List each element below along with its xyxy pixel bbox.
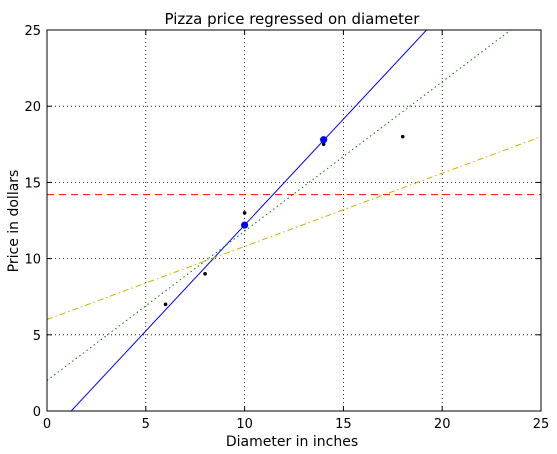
x-tick-label: 0: [43, 417, 51, 432]
data-point: [163, 302, 168, 307]
x-tick-label: 15: [335, 417, 352, 432]
regression-line: [70, 30, 428, 411]
y-axis-title: Price in dollars: [6, 170, 22, 273]
y-tick-label: 10: [24, 253, 41, 268]
x-tick-label: 10: [236, 417, 253, 432]
highlighted-point: [241, 221, 249, 229]
plot-area: 0 5 10 15 20 25 0 5 10 15 20 25: [24, 24, 550, 432]
x-tick-label: 20: [434, 417, 451, 432]
data-point: [400, 134, 405, 139]
plot-frame: [46, 29, 542, 412]
y-tick-label: 20: [24, 100, 41, 115]
data-point: [321, 142, 326, 147]
y-tick-label: 15: [24, 176, 41, 191]
data-point: [242, 211, 247, 215]
x-tick-label: 5: [142, 417, 150, 432]
regression-lines: [47, 30, 541, 411]
x-tick-label: 25: [533, 417, 550, 432]
y-tick-label: 0: [33, 405, 41, 420]
y-tick-label: 5: [33, 329, 41, 344]
highlighted-point: [320, 136, 328, 144]
chart-title: Pizza price regressed on diameter: [165, 10, 421, 28]
regression-line: [47, 30, 512, 381]
regression-line: [47, 136, 541, 321]
x-axis-title: Diameter in inches: [226, 434, 358, 450]
data-point: [203, 272, 207, 276]
y-tick-label: 25: [24, 24, 41, 39]
